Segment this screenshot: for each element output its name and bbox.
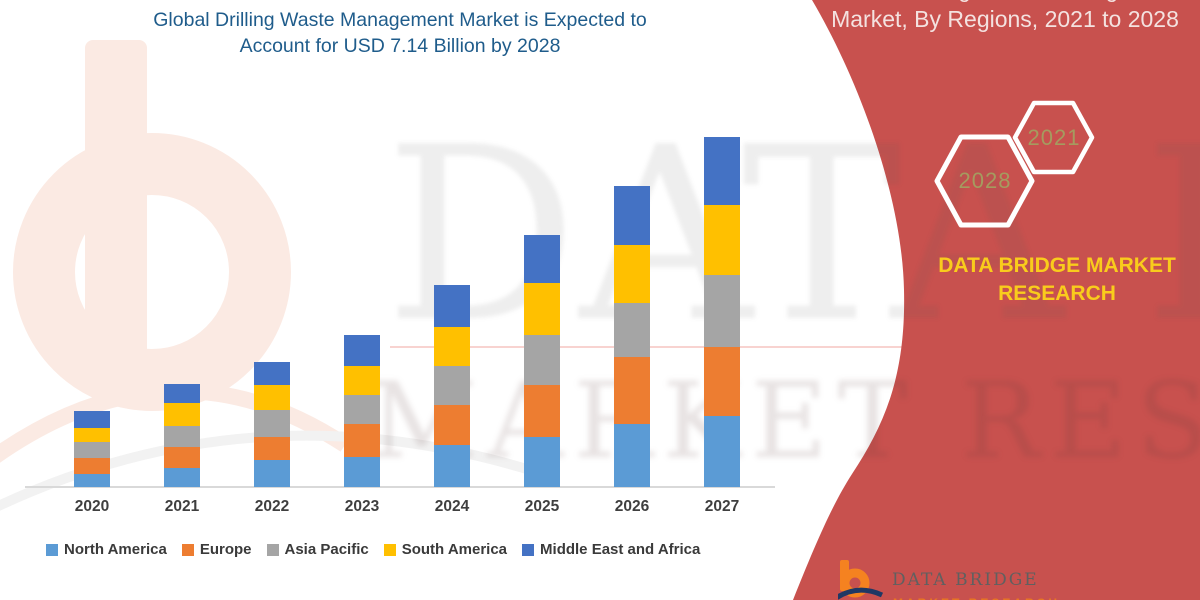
footer-logo-subline: MARKET RESEARCH — [893, 596, 1060, 600]
bar-segment-2025-europe — [524, 385, 560, 437]
bar-segment-2020-south-america — [74, 428, 110, 442]
x-axis-label-2020: 2020 — [74, 498, 110, 515]
legend-swatch-icon — [181, 543, 194, 556]
bar-segment-2020-middle-east-and-africa — [74, 411, 110, 428]
bar-segment-2021-middle-east-and-africa — [164, 384, 200, 403]
x-axis-label-2025: 2025 — [524, 498, 560, 515]
bar-segment-2026-middle-east-and-africa — [614, 186, 650, 245]
panel-heading-line2: Market, By Regions, 2021 to 2028 — [831, 6, 1179, 32]
bar-segment-2026-europe — [614, 357, 650, 424]
bar-segment-2021-europe — [164, 447, 200, 468]
bar-segment-2022-south-america — [254, 385, 290, 410]
x-axis-label-2023: 2023 — [344, 498, 380, 515]
hexagon-2021-outline — [1012, 100, 1095, 175]
legend-item-middle-east-and-africa: Middle East and Africa — [522, 541, 700, 558]
legend-label: South America — [401, 541, 508, 558]
bar-segment-2025-north-america — [524, 437, 560, 487]
bar-segment-2024-europe — [434, 405, 470, 445]
legend-swatch-icon — [522, 543, 535, 556]
bar-segment-2024-asia-pacific — [434, 366, 470, 405]
legend-swatch-icon — [266, 543, 279, 556]
bar-segment-2027-middle-east-and-africa — [704, 137, 740, 205]
side-panel-path — [793, 0, 1200, 600]
bar-segment-2022-middle-east-and-africa — [254, 362, 290, 385]
bar-segment-2024-middle-east-and-africa — [434, 285, 470, 327]
x-axis-label-2021: 2021 — [164, 498, 200, 515]
bar-segment-2026-north-america — [614, 424, 650, 487]
stacked-bar-chart: 2020 2021 2022 2023 2024 2025 2026 2027 — [25, 137, 775, 515]
bar-segment-2022-asia-pacific — [254, 410, 290, 437]
bar-segment-2020-europe — [74, 458, 110, 474]
hexagon-year-2021: 2021 — [1027, 125, 1081, 150]
brand-text: DATA BRIDGE MARKET RESEARCH — [928, 252, 1186, 308]
bar-segment-2023-asia-pacific — [344, 395, 380, 424]
x-axis-label-2024: 2024 — [434, 498, 470, 515]
bar-segment-2027-asia-pacific — [704, 275, 740, 347]
chart-title-line1: Global Drilling Waste Management Market … — [153, 9, 647, 31]
x-axis-line — [25, 486, 775, 488]
bar-segment-2022-north-america — [254, 460, 290, 487]
bar-segment-2023-north-america — [344, 457, 380, 487]
bar-segment-2022-europe — [254, 437, 290, 460]
legend-item-europe: Europe — [181, 541, 252, 558]
chart-legend: North America Europe Asia Pacific South Ame… — [46, 541, 786, 558]
bar-segment-2024-north-america — [434, 445, 470, 487]
hexagon-year-2028: 2028 — [958, 168, 1012, 193]
legend-label: Asia Pacific — [284, 541, 369, 558]
panel-heading-line1-partial: Global Drilling Waste Management — [820, 0, 1190, 1]
chart-title: Global Drilling Waste Management Market … — [60, 7, 740, 59]
x-axis-label-2026: 2026 — [614, 498, 650, 515]
legend-label: Europe — [199, 541, 252, 558]
bar-segment-2025-middle-east-and-africa — [524, 235, 560, 283]
legend-swatch-icon — [46, 543, 58, 556]
legend-item-south-america: South America — [383, 541, 508, 558]
bar-segment-2021-asia-pacific — [164, 426, 200, 447]
bar-segment-2020-asia-pacific — [74, 442, 110, 458]
brand-text-line2: RESEARCH — [998, 282, 1116, 305]
bar-segment-2023-south-america — [344, 366, 380, 395]
x-axis-label-2027: 2027 — [704, 498, 740, 515]
legend-label: North America — [64, 541, 167, 558]
legend-item-asia-pacific: Asia Pacific — [266, 541, 369, 558]
legend-item-north-america: North America — [46, 541, 167, 558]
hexagon-2028-outline — [934, 134, 1035, 228]
x-axis-label-2022: 2022 — [254, 498, 290, 515]
bar-segment-2021-north-america — [164, 468, 200, 487]
bar-segment-2027-north-america — [704, 416, 740, 487]
footer-logo-name: DATA BRIDGE — [892, 570, 1039, 590]
bar-segment-2024-south-america — [434, 327, 470, 366]
bar-segment-2026-south-america — [614, 245, 650, 303]
bar-segment-2021-south-america — [164, 403, 200, 426]
bar-segment-2025-south-america — [524, 283, 560, 335]
bar-segment-2023-middle-east-and-africa — [344, 335, 380, 366]
bar-segment-2027-south-america — [704, 205, 740, 275]
bar-segment-2027-europe — [704, 347, 740, 416]
bar-segment-2023-europe — [344, 424, 380, 457]
legend-label: Middle East and Africa — [540, 541, 701, 558]
bar-segment-2025-asia-pacific — [524, 335, 560, 385]
legend-swatch-icon — [383, 543, 396, 556]
bar-segment-2026-asia-pacific — [614, 303, 650, 357]
footer-logo-b-icon — [838, 560, 884, 600]
chart-title-line2: Account for USD 7.14 Billion by 2028 — [239, 35, 561, 57]
brand-text-line1: DATA BRIDGE MARKET — [938, 254, 1176, 277]
bar-segment-2020-north-america — [74, 474, 110, 487]
